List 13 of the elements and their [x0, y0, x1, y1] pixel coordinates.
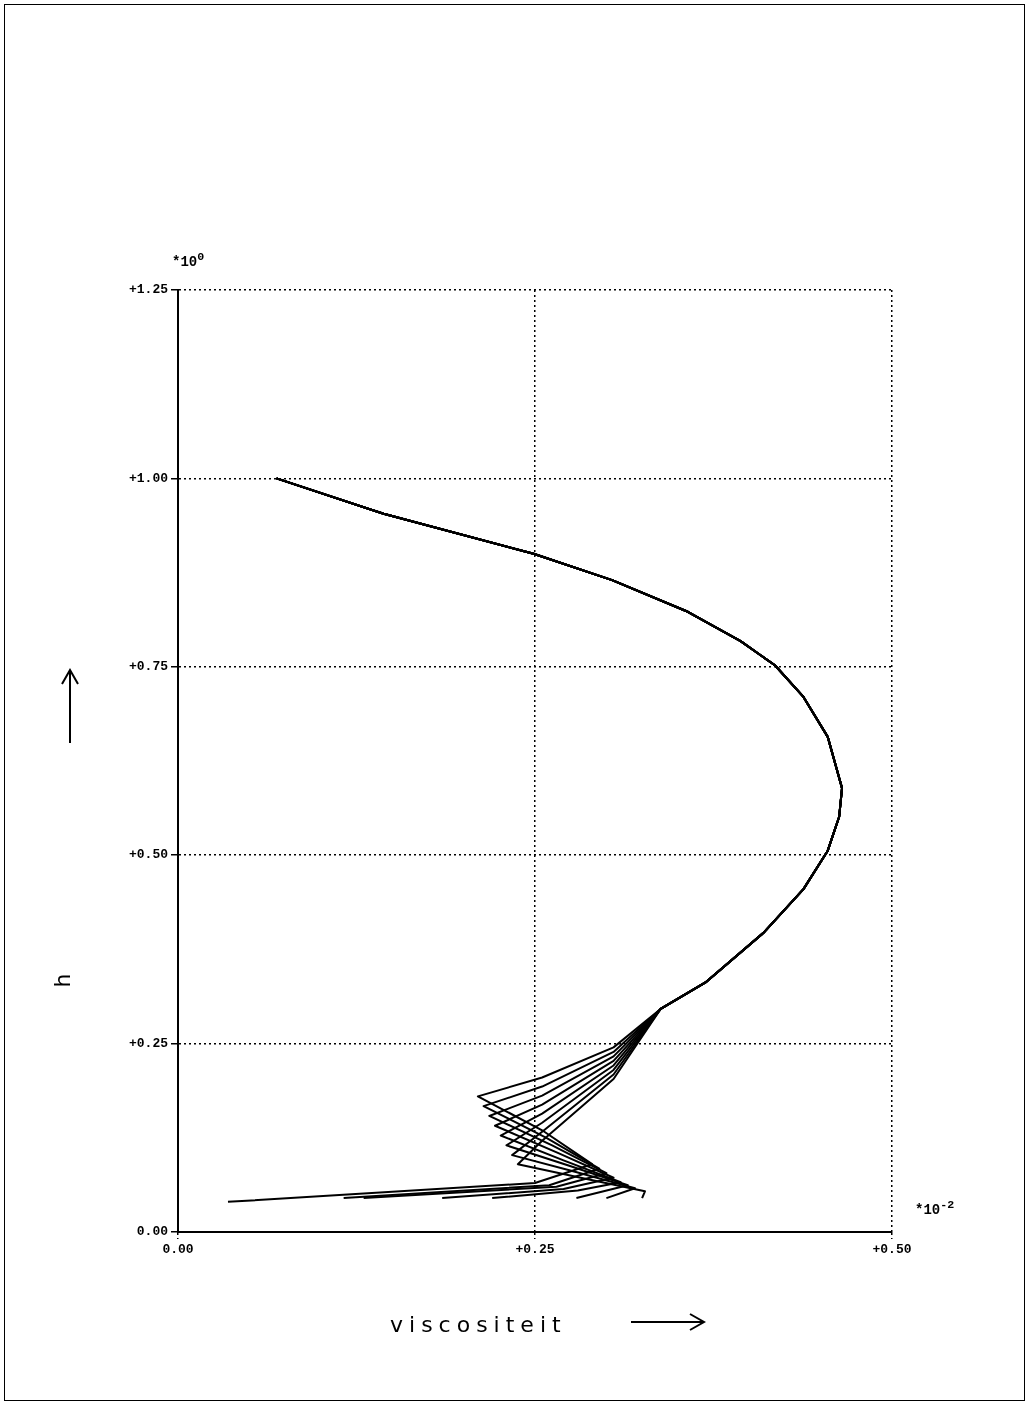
x-axis-title: viscositeit	[390, 1312, 567, 1337]
y-tick-label: +1.25	[128, 282, 169, 298]
y-tick-label: +0.75	[128, 659, 169, 675]
y-tick-label: +1.00	[128, 470, 169, 486]
x-tick-label: 0.00	[162, 1242, 194, 1258]
y-tick-label: 0.00	[136, 1224, 169, 1240]
x-tick-label: +0.50	[872, 1242, 912, 1258]
text: *10$^{-2}$	[915, 1198, 955, 1218]
y-axis-title: h	[50, 973, 76, 988]
y-tick-label: +0.25	[128, 1035, 169, 1051]
text: *10$^{0}$	[172, 250, 205, 270]
x-tick-label: +0.25	[515, 1242, 555, 1258]
y-tick-label: +0.50	[128, 847, 169, 863]
